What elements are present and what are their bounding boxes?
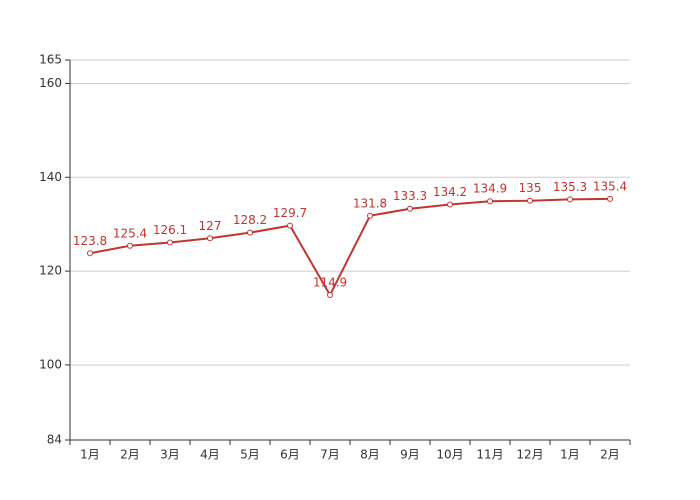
y-tick-label: 120 [39,264,62,278]
point [447,201,453,208]
x-tick-label: 8月 [360,448,380,462]
point [127,242,133,249]
value-label: 127 [199,219,222,233]
y-tick-label: 100 [39,357,62,371]
x-tick-label: 6月 [280,448,300,462]
point [567,196,573,203]
point [487,198,493,205]
value-label: 123.8 [73,234,107,248]
point [327,292,333,299]
point [287,222,293,229]
point [527,197,533,204]
point [607,195,613,202]
x-tick-label: 12月 [516,448,543,462]
x-tick-label: 5月 [240,448,260,462]
point [207,235,213,242]
y-tick-label: 84 [47,433,62,447]
point [87,250,93,257]
x-tick-label: 11月 [476,448,503,462]
value-label: 133.3 [393,189,427,203]
y-tick-label: 160 [39,76,62,90]
x-tick-label: 2月 [120,448,140,462]
x-tick-label: 3月 [160,448,180,462]
y-tick-label: 140 [39,170,62,184]
value-label: 131.8 [353,196,387,210]
x-tick-label: 7月 [320,448,340,462]
line [89,197,611,298]
value-label: 126.1 [153,223,187,237]
value-label: 128.2 [233,213,267,227]
value-label: 134.9 [473,182,507,196]
x-tick-label: 4月 [200,448,220,462]
point [247,229,253,236]
x-tick-label: 1月 [560,448,580,462]
value-label: 135 [519,181,542,195]
value-label: 135.4 [593,179,627,193]
point [407,205,413,212]
y-tick-label: 165 [39,53,62,67]
value-label: 125.4 [113,226,147,240]
x-tick-label: 10月 [436,448,463,462]
x-tick-label: 1月 [80,448,100,462]
value-label: 129.7 [273,206,307,220]
point [167,239,173,246]
value-label: 114.9 [313,276,347,290]
x-tick-label: 9月 [400,448,420,462]
point [367,212,373,219]
x-tick-label: 2月 [600,448,620,462]
value-label: 134.2 [433,185,467,199]
value-label: 135.3 [553,180,587,194]
